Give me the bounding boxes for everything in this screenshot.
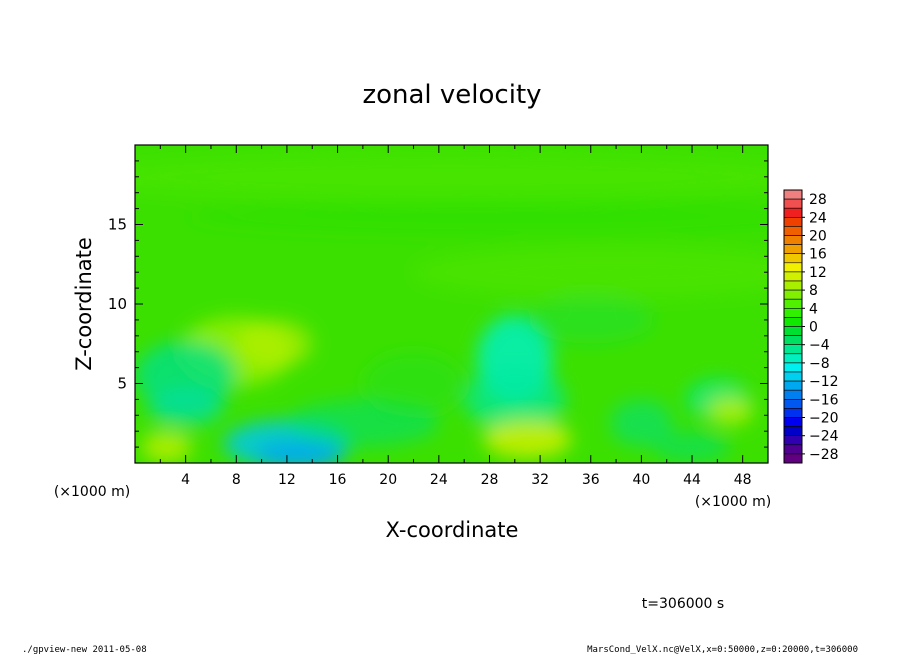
colorbar-swatch [783, 435, 803, 446]
field-patch [707, 396, 753, 425]
field-patch [185, 197, 768, 236]
colorbar-swatch [783, 335, 803, 346]
colorbar-tick-label: −16 [809, 392, 839, 408]
colorbar-swatch [783, 271, 803, 282]
colorbar-swatch [783, 389, 803, 400]
field-patch [362, 351, 465, 416]
field-patch [527, 296, 655, 344]
colorbar-tick-label: −28 [809, 447, 839, 463]
x-tick-label: 44 [683, 472, 701, 488]
colorbar-swatch [783, 198, 803, 209]
field-patch [141, 431, 192, 463]
x-unit-left: (×1000 m) [54, 484, 130, 500]
field-patches [135, 154, 768, 463]
colorbar-swatch [783, 298, 803, 309]
x-tick-label: 32 [531, 472, 549, 488]
colorbar-swatch [783, 207, 803, 218]
x-tick-label: 4 [181, 472, 190, 488]
field-patch [609, 399, 674, 448]
colorbar-tick-label: 0 [809, 320, 818, 336]
colorbar-swatch [783, 426, 803, 437]
x-tick-label: 20 [379, 472, 397, 488]
y-axis-label: Z-coordinate [72, 237, 96, 371]
colorbar-swatch [783, 326, 803, 336]
field-patch [236, 319, 313, 368]
x-tick-label: 36 [582, 472, 600, 488]
colorbar-swatch [783, 344, 803, 355]
colorbar [783, 189, 803, 464]
colorbar-tick-label: 12 [809, 265, 827, 281]
chart-title: zonal velocity [362, 80, 541, 110]
field-patch [135, 154, 768, 200]
x-tick-label: 8 [232, 472, 241, 488]
colorbar-tick-label: −8 [809, 356, 830, 372]
x-tick-label: 24 [430, 472, 448, 488]
colorbar-swatch [783, 444, 803, 455]
colorbar-swatch [783, 408, 803, 418]
colorbar-tick-label: −20 [809, 411, 839, 427]
colorbar-swatch [783, 398, 803, 409]
colorbar-swatch [783, 280, 803, 291]
x-tick-label: 48 [734, 472, 752, 488]
field-patch [135, 340, 237, 411]
colorbar-swatch [783, 317, 803, 327]
time-label: t=306000 s [642, 596, 724, 612]
y-axis: 5 10 15 [108, 160, 768, 448]
y-tick-label: 5 [117, 375, 127, 393]
y-tick-label: 15 [108, 216, 127, 234]
x-axis: 4 8 12 16 20 24 28 32 36 40 44 48 [159, 145, 752, 488]
colorbar-tick-label: 24 [809, 210, 827, 226]
field-patch [147, 388, 224, 427]
colorbar-tick-label: 4 [809, 301, 818, 317]
colorbar-tick-label: 20 [809, 229, 827, 245]
field-patch [255, 440, 344, 463]
x-unit-right: (×1000 m) [695, 494, 771, 510]
colorbar-tick-label: −12 [809, 374, 839, 390]
field-patch [483, 420, 572, 459]
colorbar-swatch [783, 253, 803, 264]
x-axis-label: X-coordinate [386, 518, 519, 542]
colorbar-tick-label: 16 [809, 247, 827, 263]
field-patch [413, 246, 768, 298]
colorbar-swatch [783, 380, 803, 391]
colorbar-swatch [783, 217, 803, 227]
colorbar-swatch [783, 353, 803, 364]
colorbar-labels: 28 24 20 16 12 8 4 0 −4 −8 −12 −16 −20 −24 −28 [802, 192, 839, 463]
colorbar-tick-label: 8 [809, 283, 818, 299]
field-patch [654, 431, 731, 463]
x-tick-label: 40 [632, 472, 650, 488]
y-tick-label: 10 [108, 295, 127, 313]
colorbar-tick-label: −24 [809, 429, 839, 445]
footer-left: ./gpview-new 2011-05-08 [22, 645, 147, 654]
footer-right: MarsCond_VelX.nc@VelX,x=0:50000,z=0:2000… [587, 645, 858, 654]
colorbar-swatch [783, 307, 803, 318]
colorbar-tick-label: −4 [809, 338, 830, 354]
colorbar-swatch [783, 226, 803, 236]
colorbar-swatch [783, 235, 803, 245]
colorbar-swatch [783, 362, 803, 373]
colorbar-swatch [783, 189, 803, 200]
colorbar-swatch [783, 289, 803, 300]
colorbar-tick-label: 28 [809, 192, 827, 208]
plot-area [135, 145, 768, 463]
colorbar-swatch [783, 262, 803, 273]
x-tick-label: 28 [481, 472, 499, 488]
x-tick-label: 12 [278, 472, 296, 488]
colorbar-swatch [783, 371, 803, 382]
colorbar-swatch [783, 244, 803, 255]
x-tick-label: 16 [329, 472, 347, 488]
field-patch [464, 367, 566, 432]
colorbar-swatch [783, 417, 803, 427]
colorbar-swatch [783, 453, 803, 464]
